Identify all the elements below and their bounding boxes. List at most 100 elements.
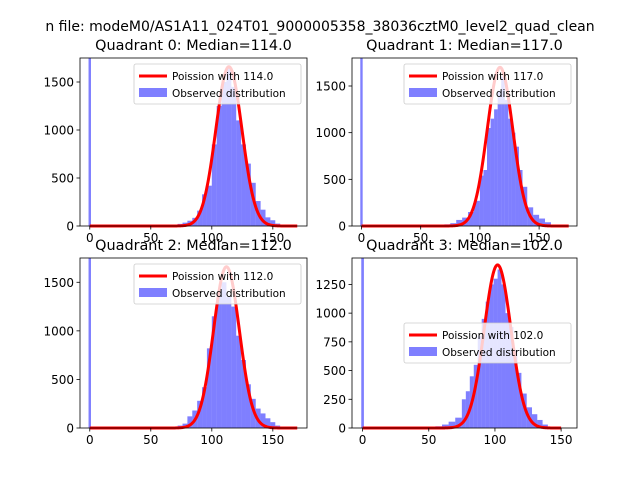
histogram-bar (477, 336, 482, 428)
histogram-bar (216, 292, 222, 428)
histogram-bar-zero (88, 58, 91, 226)
histogram-bar (505, 313, 510, 428)
y-tick-label: 1500 (315, 80, 346, 94)
x-tick-label: 0 (359, 433, 367, 447)
histogram-bar (456, 219, 463, 226)
histogram-bar (270, 220, 276, 226)
legend-label-observed: Observed distribution (172, 88, 286, 100)
legend-hist-swatch (139, 88, 167, 97)
histogram-bar (241, 144, 246, 226)
legend-label-poisson: Poission with 114.0 (172, 71, 273, 83)
legend-hist-swatch (409, 347, 437, 356)
histogram-bar (231, 306, 237, 428)
subplot-quadrant-1: 0 50 100 150 0 500 1000 1500 Quadrant 1: Media… (315, 38, 578, 245)
histogram-bar (442, 424, 449, 428)
y-tick-label: 500 (323, 364, 346, 378)
x-tick-label: 50 (143, 231, 158, 245)
y-tick-label: 1000 (315, 126, 346, 140)
histogram-bar (461, 399, 466, 428)
histogram-bar (211, 316, 217, 428)
histogram-bar (448, 421, 456, 428)
histogram-bar (504, 100, 509, 226)
histogram-bar (501, 76, 505, 227)
legend-label-poisson: Poission with 112.0 (172, 271, 273, 283)
y-tick-label: 500 (51, 373, 74, 387)
histogram-bar (515, 146, 519, 226)
histogram-bar (494, 109, 498, 226)
y-axis: 0 500 1000 1500 (43, 276, 80, 436)
x-tick-label: 50 (143, 433, 158, 447)
x-tick-label: 100 (468, 231, 491, 245)
histogram-bar (221, 82, 227, 226)
histogram-bar (479, 175, 484, 226)
x-axis: 0 50 100 150 (86, 226, 284, 245)
histogram-bar-zero (88, 258, 91, 428)
y-tick-label: 500 (323, 173, 346, 187)
histogram-bar (537, 419, 543, 428)
y-axis: 0 500 1000 1500 (315, 80, 352, 234)
histogram-bar-zero (360, 58, 363, 226)
histogram-bar (241, 360, 246, 428)
histogram-bar (270, 422, 276, 428)
histogram-bar (533, 214, 540, 226)
histogram-bar (206, 185, 212, 226)
histogram-bar (265, 418, 271, 428)
histogram-bar (481, 318, 486, 428)
y-tick-label: 1500 (43, 76, 74, 90)
axes-frame (79, 57, 308, 227)
y-tick-label: 500 (51, 172, 74, 186)
y-tick-label: 0 (338, 422, 346, 436)
axes-frame (351, 257, 578, 429)
x-tick-label: 150 (261, 231, 284, 245)
histogram-bar (197, 400, 203, 428)
x-tick-label: 100 (483, 433, 506, 447)
legend-label-poisson: Poission with 117.0 (442, 71, 543, 83)
histogram-bar (202, 194, 207, 226)
histogram-bar (226, 67, 232, 226)
histogram-bar (497, 90, 502, 227)
histogram-bar (473, 364, 478, 428)
legend: Poission with 114.0 Observed distributio… (133, 63, 302, 105)
histogram-bar (539, 218, 546, 226)
histogram-bar (487, 128, 491, 226)
legend-box (133, 263, 302, 305)
subplot-title: Quadrant 3: Median=102.0 (366, 238, 563, 254)
subplot-quadrant-0: 0 50 100 150 0 500 1000 1500 Quadrant 0: Media… (43, 38, 308, 245)
histogram-bar (187, 416, 193, 428)
x-axis: 0 50 100 150 (86, 428, 284, 447)
y-tick-label: 1500 (43, 276, 74, 290)
histogram-bar (455, 417, 462, 428)
y-tick-label: 1250 (315, 278, 346, 292)
x-tick-label: 50 (421, 433, 436, 447)
x-axis: 0 50 100 150 (358, 226, 551, 245)
histogram-bar (532, 414, 538, 428)
histogram-bar (517, 372, 522, 428)
legend-label-poisson: Poission with 102.0 (442, 330, 543, 342)
histogram-bar (260, 209, 266, 226)
y-tick-label: 250 (323, 393, 346, 407)
subplot-title: Quadrant 1: Median=117.0 (366, 38, 563, 54)
histogram-bar (473, 200, 480, 226)
x-tick-label: 150 (528, 231, 551, 245)
histogram-bar (245, 384, 251, 428)
y-tick-label: 750 (323, 335, 346, 349)
x-tick-label: 100 (200, 433, 223, 447)
legend: Poission with 112.0 Observed distributio… (133, 263, 302, 305)
y-tick-label: 0 (66, 220, 74, 234)
histogram-bar (509, 326, 514, 428)
histogram-bar (236, 335, 242, 428)
x-tick-label: 100 (200, 231, 223, 245)
axes-frame (351, 57, 578, 227)
figure-suptitle: n file: modeM0/AS1A11_024T01_9000005358_… (45, 19, 594, 35)
y-tick-label: 1000 (315, 307, 346, 321)
legend-label-observed: Observed distribution (172, 288, 286, 300)
histogram-bar (216, 106, 222, 226)
x-axis: 0 50 100 150 (359, 428, 573, 447)
histogram-bar (513, 349, 518, 428)
subplot-title: Quadrant 2: Median=112.0 (95, 238, 292, 254)
x-tick-label: 0 (86, 231, 94, 245)
histogram-bar (236, 120, 242, 226)
legend-label-observed: Observed distribution (442, 88, 556, 100)
y-axis: 0 500 1000 1500 (43, 76, 80, 234)
